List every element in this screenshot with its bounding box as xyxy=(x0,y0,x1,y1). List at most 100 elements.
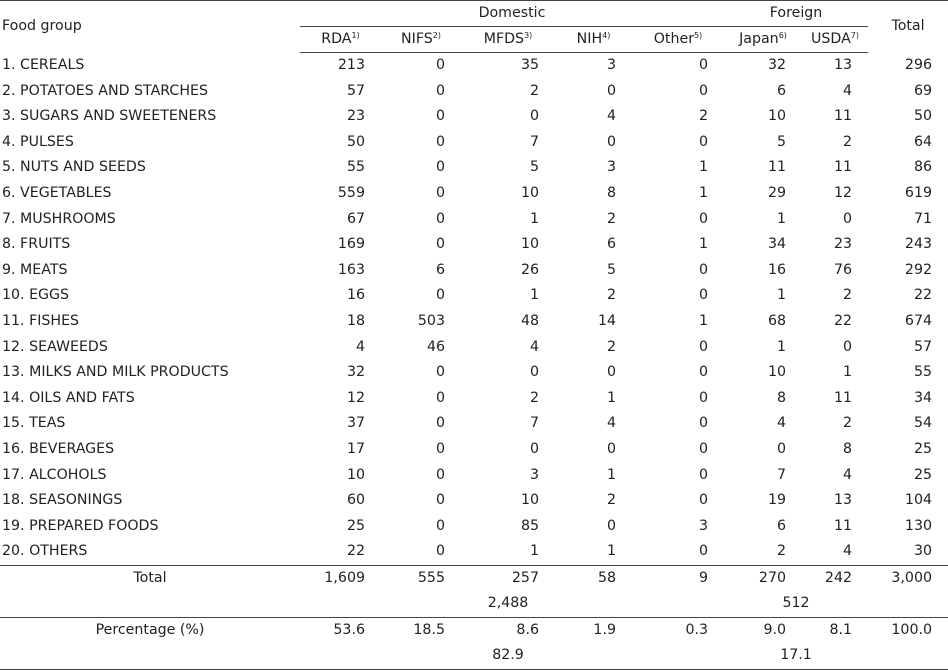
table-row: 2. POTATOES AND STARCHES 57 0 2 0 0 6 4 69 xyxy=(0,79,948,105)
value-cell: 64 xyxy=(913,133,933,150)
value-cell: 2 xyxy=(606,287,616,304)
column-header-label: Other xyxy=(653,31,695,47)
value-cell: 12 xyxy=(346,389,365,406)
value-cell: 2 xyxy=(529,389,539,406)
table-row: 13. MILKS AND MILK PRODUCTS 32 0 0 0 0 10 1 55 xyxy=(0,360,948,386)
column-header-label: Japan xyxy=(739,31,779,47)
value-cell: 5 xyxy=(606,261,616,278)
footnote-marker: 4) xyxy=(602,31,611,40)
value-cell: 0 xyxy=(435,108,445,125)
total-row: Total 1,609 555 257 58 9 270 242 3,000 xyxy=(0,564,948,592)
value-cell: 0 xyxy=(698,82,709,99)
value-cell: 4 xyxy=(606,108,616,125)
value-cell: 32 xyxy=(346,364,365,381)
value-cell: 86 xyxy=(913,159,933,176)
column-header-mfds: MFDS3) xyxy=(461,26,555,53)
value-cell: 30 xyxy=(913,543,933,560)
value-cell: 46 xyxy=(426,338,445,355)
value-cell: 292 xyxy=(904,261,933,278)
food-group-cell: 4. PULSES xyxy=(2,133,74,150)
value-cell: 1 xyxy=(776,338,787,355)
value-cell: 2 xyxy=(842,415,853,432)
value-cell: 25 xyxy=(913,440,933,457)
value-cell: 0 xyxy=(698,364,709,381)
footnote-marker: 3) xyxy=(524,31,533,40)
value-cell: 2 xyxy=(606,492,616,509)
value-cell: 0 xyxy=(435,184,445,201)
value-cell: 69 xyxy=(913,82,933,99)
value-cell: 1 xyxy=(529,543,539,560)
column-header-label: NIH xyxy=(576,31,603,47)
percentage-row: Percentage (%) 53.6 18.5 8.6 1.9 0.3 9.0 8.1 10… xyxy=(0,616,948,644)
value-cell: 57 xyxy=(913,338,933,355)
percentage-value-cell: 9.0 xyxy=(724,616,803,644)
value-cell: 7 xyxy=(529,415,539,432)
value-cell: 55 xyxy=(913,364,933,381)
value-cell: 16 xyxy=(767,261,787,278)
value-cell: 16 xyxy=(346,287,365,304)
value-cell: 7 xyxy=(776,466,787,483)
value-cell: 169 xyxy=(337,236,365,253)
value-cell: 0 xyxy=(842,338,853,355)
value-cell: 34 xyxy=(913,389,933,406)
header-row-1: Food group Domestic Foreign Total xyxy=(0,0,948,53)
food-group-header: Food group xyxy=(0,0,300,53)
value-cell: 2 xyxy=(698,108,709,125)
value-cell: 0 xyxy=(606,517,616,534)
value-cell: 0 xyxy=(435,466,445,483)
value-cell: 2 xyxy=(776,543,787,560)
total-header: Total xyxy=(868,0,948,53)
food-group-cell: 18. SEASONINGS xyxy=(2,492,123,509)
value-cell: 3 xyxy=(606,159,616,176)
value-cell: 0 xyxy=(698,415,709,432)
value-cell: 0 xyxy=(698,210,709,227)
table-row: 17. ALCOHOLS 10 0 3 1 0 7 4 25 xyxy=(0,463,948,489)
value-cell: 8 xyxy=(842,440,853,457)
column-header-rda: RDA1) xyxy=(300,26,381,53)
value-cell: 48 xyxy=(520,312,539,329)
value-cell: 1 xyxy=(698,159,709,176)
value-cell: 0 xyxy=(435,159,445,176)
value-cell: 13 xyxy=(833,492,853,509)
value-cell: 60 xyxy=(346,492,365,509)
value-cell: 4 xyxy=(529,338,539,355)
value-cell: 0 xyxy=(698,287,709,304)
table-row: 10. EGGS 16 0 1 2 0 1 2 22 xyxy=(0,283,948,309)
domestic-header: Domestic xyxy=(300,0,725,27)
value-cell: 559 xyxy=(337,184,365,201)
value-cell: 6 xyxy=(776,517,787,534)
value-cell: 0 xyxy=(529,364,539,381)
food-group-cell: 16. BEVERAGES xyxy=(2,440,115,457)
value-cell: 1 xyxy=(529,210,539,227)
table-row: 4. PULSES 50 0 7 0 0 5 2 64 xyxy=(0,130,948,156)
value-cell: 503 xyxy=(417,312,445,329)
value-cell: 1 xyxy=(698,312,709,329)
value-cell: 0 xyxy=(698,492,709,509)
column-header-nifs: NIFS2) xyxy=(381,26,461,53)
percentage-value-cell: 18.5 xyxy=(381,616,461,644)
value-cell: 0 xyxy=(606,440,616,457)
value-cell: 76 xyxy=(833,261,853,278)
total-value-cell: 270 xyxy=(724,564,803,592)
foreign-percentage-sum: 17.1 xyxy=(724,643,869,670)
value-cell: 4 xyxy=(842,543,853,560)
table-row: 1. CEREALS 213 0 35 3 0 32 13 296 xyxy=(0,53,948,79)
value-cell: 68 xyxy=(767,312,787,329)
table-row: 20. OTHERS 22 0 1 1 0 2 4 30 xyxy=(0,539,948,565)
value-cell: 130 xyxy=(904,517,933,534)
value-cell: 13 xyxy=(833,57,853,73)
value-cell: 29 xyxy=(767,184,787,201)
value-cell: 0 xyxy=(435,210,445,227)
value-cell: 0 xyxy=(698,543,709,560)
value-cell: 26 xyxy=(520,261,539,278)
domestic-percentage-sum: 82.9 xyxy=(461,643,555,670)
value-cell: 23 xyxy=(346,108,365,125)
value-cell: 25 xyxy=(913,466,933,483)
value-cell: 55 xyxy=(346,159,365,176)
value-cell: 11 xyxy=(833,517,853,534)
table-row: 11. FISHES 18 503 48 14 1 68 22 674 xyxy=(0,309,948,335)
value-cell: 0 xyxy=(529,440,539,457)
value-cell: 17 xyxy=(346,440,365,457)
value-cell: 6 xyxy=(606,236,616,253)
